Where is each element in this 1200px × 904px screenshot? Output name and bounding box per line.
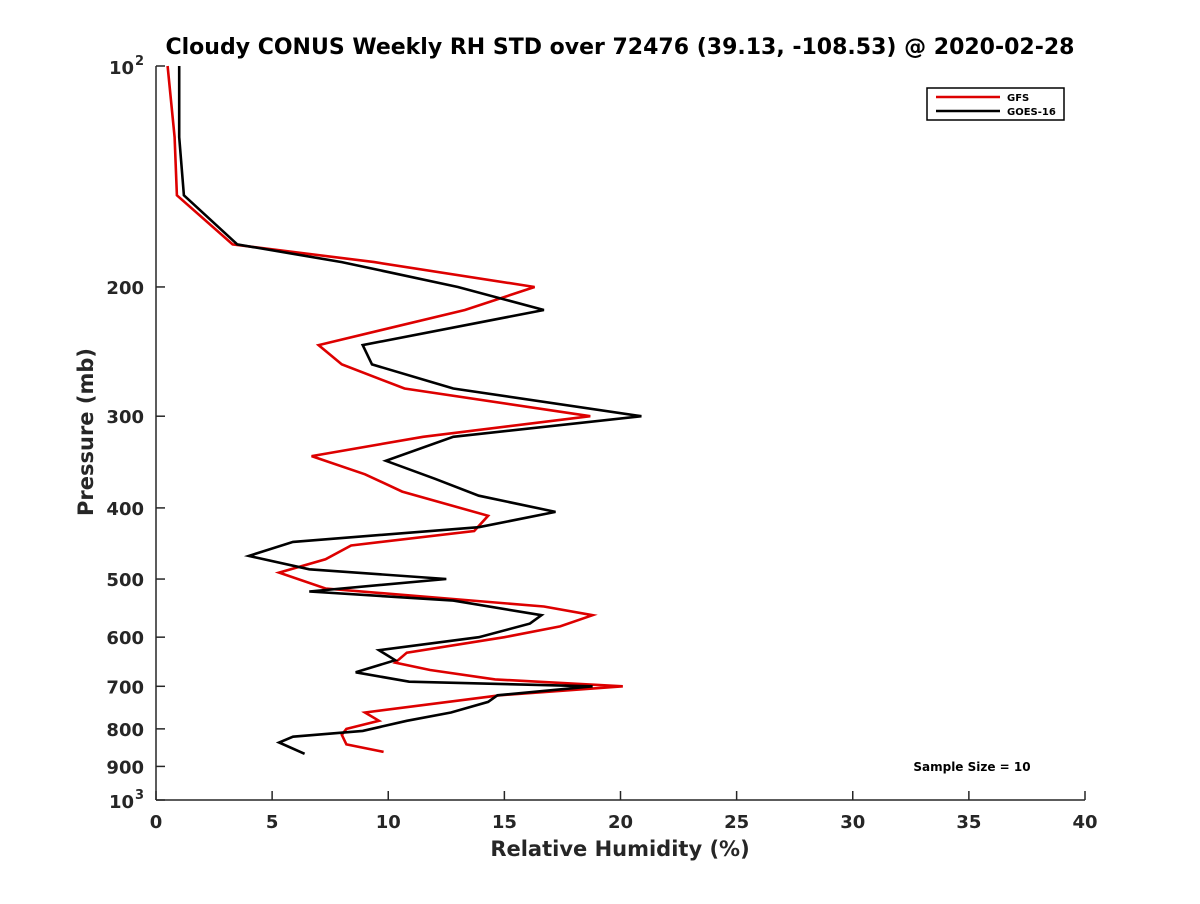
y-tick-label: 200: [106, 278, 144, 299]
y-tick-label-exponent: 3: [135, 788, 144, 803]
y-tick-label-power: 10: [109, 792, 134, 813]
y-tick-label: 700: [106, 677, 144, 698]
x-axis-label: Relative Humidity (%): [490, 837, 749, 861]
y-tick-label: 400: [106, 499, 144, 520]
x-tick-label: 40: [1072, 812, 1097, 833]
y-tick-label: 800: [106, 720, 144, 741]
y-tick-label-power: 10: [109, 58, 134, 79]
y-tick-label: 900: [106, 757, 144, 778]
legend: GFS GOES-16: [926, 87, 1065, 121]
y-tick-label: 600: [106, 628, 144, 649]
x-tick-label: 20: [608, 812, 633, 833]
legend-label-goes16: GOES-16: [1007, 107, 1056, 118]
x-axis-ticks: 0 5 10 15 20 25 30 35 40: [150, 791, 1098, 833]
y-tick-label-exponent: 2: [135, 54, 144, 69]
sample-size-annotation: Sample Size = 10: [913, 760, 1030, 774]
y-tick-label: 500: [106, 570, 144, 591]
x-tick-label: 25: [724, 812, 749, 833]
y-axis-label: Pressure (mb): [74, 348, 98, 516]
y-tick-label: 300: [106, 407, 144, 428]
legend-label-gfs: GFS: [1007, 93, 1029, 104]
plot-lines: [166, 65, 642, 755]
x-tick-label: 15: [492, 812, 517, 833]
x-tick-label: 10: [376, 812, 401, 833]
chart-title: Cloudy CONUS Weekly RH STD over 72476 (3…: [166, 35, 1075, 60]
series-line-goes-16: [177, 66, 642, 755]
x-tick-label: 0: [150, 812, 163, 833]
x-tick-label: 35: [956, 812, 981, 833]
axes: [155, 66, 1085, 801]
legend-box: [926, 87, 1065, 121]
x-tick-label: 5: [266, 812, 279, 833]
x-tick-label: 30: [840, 812, 865, 833]
